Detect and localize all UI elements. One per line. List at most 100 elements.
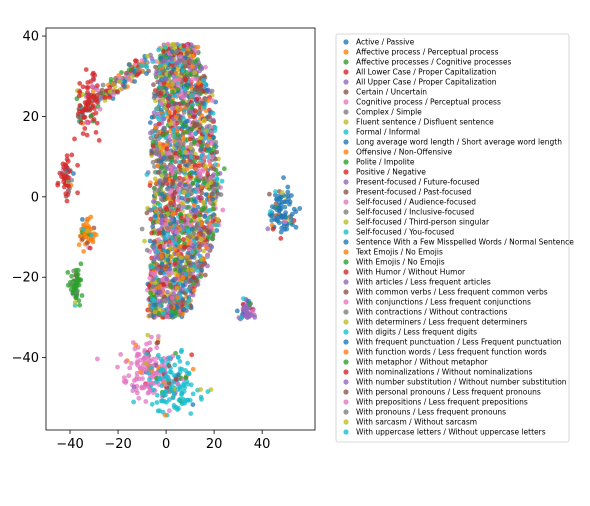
tail-cluster-point bbox=[152, 309, 158, 315]
main-cluster-point bbox=[163, 172, 169, 178]
isolated-cluster-point bbox=[177, 359, 183, 364]
isolated-cluster-point bbox=[290, 211, 295, 217]
main-cluster-point bbox=[162, 45, 168, 51]
main-cluster-point bbox=[174, 114, 179, 120]
isolated-cluster-point bbox=[269, 213, 275, 219]
main-cluster-point bbox=[186, 64, 192, 70]
main-cluster-point bbox=[194, 236, 200, 241]
main-cluster-point bbox=[157, 141, 163, 147]
main-cluster-point bbox=[172, 78, 178, 83]
main-cluster-point bbox=[157, 283, 163, 289]
isolated-cluster-point bbox=[74, 293, 79, 299]
main-cluster-point bbox=[191, 242, 197, 248]
legend-label: Positive / Negative bbox=[356, 168, 426, 177]
arm-cluster-point bbox=[98, 90, 104, 96]
main-cluster-point bbox=[144, 172, 150, 177]
isolated-cluster-point bbox=[81, 107, 87, 113]
legend-marker bbox=[343, 429, 349, 435]
main-cluster-point bbox=[194, 268, 200, 273]
tail-cluster-point bbox=[151, 298, 157, 303]
main-cluster-point bbox=[163, 235, 169, 241]
main-cluster-point bbox=[172, 246, 178, 252]
isolated-cluster-point bbox=[143, 399, 149, 404]
tail-cluster-point bbox=[151, 288, 157, 294]
main-cluster-point bbox=[195, 44, 201, 50]
main-cluster-point bbox=[199, 143, 204, 149]
main-cluster-point bbox=[166, 150, 172, 156]
isolated-cluster-point bbox=[90, 237, 95, 243]
isolated-cluster-point bbox=[129, 361, 134, 366]
main-cluster-point bbox=[157, 202, 163, 208]
isolated-cluster-point bbox=[89, 83, 95, 89]
isolated-cluster-point bbox=[265, 226, 271, 232]
isolated-cluster-point bbox=[166, 363, 172, 369]
main-cluster-point bbox=[189, 254, 195, 260]
main-cluster-point bbox=[180, 94, 186, 100]
isolated-cluster-point bbox=[87, 245, 93, 251]
isolated-cluster-point bbox=[85, 80, 91, 85]
isolated-cluster-point bbox=[143, 382, 149, 388]
arm-cluster-point bbox=[145, 53, 150, 59]
outlier-point bbox=[144, 210, 150, 216]
main-cluster-point bbox=[199, 100, 205, 106]
isolated-cluster-point bbox=[269, 218, 275, 223]
isolated-cluster-point bbox=[95, 356, 100, 362]
main-cluster-point bbox=[195, 264, 201, 269]
isolated-cluster-point bbox=[84, 101, 90, 107]
main-cluster-point bbox=[198, 274, 204, 279]
main-cluster-point bbox=[158, 55, 164, 61]
main-cluster-point bbox=[193, 108, 198, 114]
arm-cluster-point bbox=[126, 77, 132, 82]
main-cluster-point bbox=[153, 208, 159, 214]
isolated-cluster-point bbox=[131, 399, 137, 405]
arm-cluster-point bbox=[130, 74, 135, 79]
main-cluster-point bbox=[176, 251, 181, 257]
isolated-cluster-point bbox=[154, 340, 160, 346]
arm-cluster-point bbox=[113, 76, 119, 81]
main-cluster-point bbox=[166, 82, 171, 88]
main-cluster-point bbox=[189, 92, 195, 98]
legend-label: Certain / Uncertain bbox=[356, 88, 427, 97]
main-cluster-point bbox=[192, 123, 198, 128]
isolated-cluster-point bbox=[140, 385, 146, 391]
main-cluster-point bbox=[177, 150, 183, 156]
main-cluster-point bbox=[144, 247, 150, 253]
legend-marker bbox=[343, 189, 349, 195]
main-cluster-point bbox=[192, 138, 197, 144]
main-cluster-point bbox=[203, 163, 208, 169]
main-cluster-point bbox=[161, 243, 167, 249]
legend-marker bbox=[343, 49, 349, 55]
isolated-cluster-point bbox=[181, 383, 187, 388]
main-cluster-point bbox=[158, 303, 164, 308]
legend-marker bbox=[343, 229, 349, 235]
isolated-cluster-point bbox=[77, 81, 83, 86]
main-cluster-point bbox=[154, 146, 160, 152]
isolated-cluster-point bbox=[95, 87, 100, 93]
isolated-cluster-point bbox=[269, 204, 275, 210]
main-cluster-point bbox=[214, 228, 220, 233]
isolated-cluster-point bbox=[284, 226, 290, 232]
isolated-cluster-point bbox=[156, 352, 161, 358]
main-cluster-point bbox=[154, 249, 160, 255]
isolated-cluster-point bbox=[93, 130, 99, 135]
main-cluster-point bbox=[169, 217, 175, 222]
legend-marker bbox=[343, 209, 349, 215]
main-cluster-point bbox=[180, 286, 185, 292]
isolated-cluster-point bbox=[75, 162, 80, 168]
legend-label: Text Emojis / No Emojis bbox=[355, 248, 443, 257]
isolated-cluster-point bbox=[187, 397, 193, 403]
main-cluster-point bbox=[192, 158, 198, 164]
main-cluster-point bbox=[165, 139, 171, 144]
main-cluster-point bbox=[163, 178, 169, 184]
isolated-cluster-point bbox=[282, 219, 288, 225]
tail-cluster-point bbox=[155, 266, 161, 272]
legend-marker bbox=[343, 299, 349, 305]
isolated-cluster-point bbox=[115, 364, 120, 370]
isolated-cluster-point bbox=[188, 382, 194, 388]
main-cluster-point bbox=[200, 199, 206, 205]
main-cluster-point bbox=[153, 64, 158, 70]
main-cluster-point bbox=[181, 136, 187, 141]
isolated-cluster-point bbox=[175, 372, 181, 378]
isolated-cluster-point bbox=[94, 83, 100, 89]
main-cluster-point bbox=[193, 177, 199, 183]
